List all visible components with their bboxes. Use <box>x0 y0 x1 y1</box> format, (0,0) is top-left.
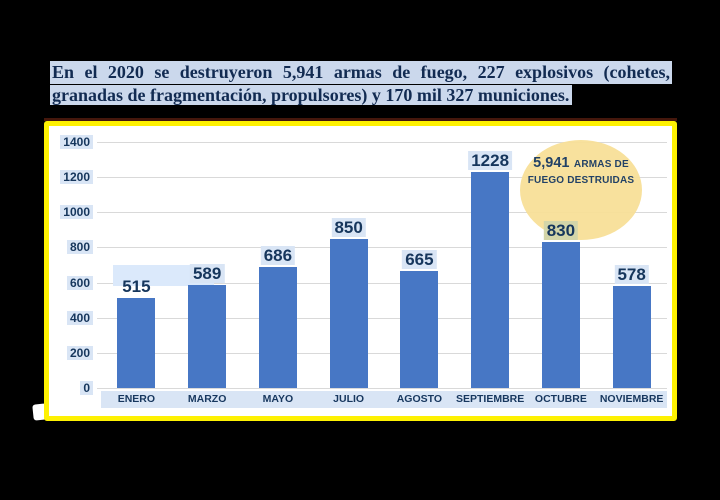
bar-value-label: 850 <box>331 217 366 237</box>
category-label-mayo: MAYO <box>262 393 294 405</box>
bar-chart-plot-area: 5,941 ARMAS DE FUEGO DESTRUIDAS 0 200 400 6… <box>49 126 672 416</box>
bar-value-label: 686 <box>260 246 296 266</box>
headline: En el 2020 se destruyeron 5,941 armas de… <box>50 61 672 107</box>
category-label-agosto: AGOSTO <box>396 393 443 405</box>
y-axis-tick-label: 1200 <box>49 169 93 185</box>
selection-highlight-band <box>113 265 214 286</box>
category-label-enero: ENERO <box>117 393 156 405</box>
annotation-callout: 5,941 ARMAS DE FUEGO DESTRUIDAS <box>520 140 642 240</box>
gridline <box>97 282 667 284</box>
headline-line-1: En el 2020 se destruyeron 5,941 armas de… <box>50 61 672 84</box>
gridline <box>97 352 667 354</box>
bar-julio <box>329 238 368 388</box>
y-axis-tick-label: 600 <box>49 275 93 291</box>
headline-line-2: granadas de fragmentación, propulsores) … <box>50 84 672 107</box>
y-axis-tick-label: 0 <box>49 380 93 396</box>
category-axis-strip <box>101 391 667 408</box>
bar-value-label: 515 <box>122 276 151 296</box>
bar-marzo <box>188 284 227 388</box>
bar-septiembre <box>471 172 510 388</box>
bar-value-label: 830 <box>543 221 579 241</box>
category-label-noviembre: NOVIEMBRE <box>599 393 664 405</box>
category-label-julio: JULIO <box>333 393 365 405</box>
y-axis-tick-label: 1400 <box>49 134 93 150</box>
bar-value-label: 589 <box>189 263 225 283</box>
y-axis-tick-label: 800 <box>49 239 93 255</box>
frame-top-rule <box>44 118 677 121</box>
y-axis-tick-label: 200 <box>49 345 93 361</box>
gridline <box>97 247 667 249</box>
bar-agosto <box>400 271 439 388</box>
annotation-line-2: FUEGO DESTRUIDAS <box>527 175 635 186</box>
y-axis-tick-label: 1000 <box>49 204 93 220</box>
bar-mayo <box>258 267 297 388</box>
annotation-line-1: 5,941 ARMAS DE <box>533 155 629 171</box>
gridline <box>97 212 667 214</box>
bar-value-label: 665 <box>402 250 437 270</box>
gridline <box>97 388 667 389</box>
bar-octubre <box>541 242 580 388</box>
gridline <box>97 317 667 319</box>
gridline <box>97 177 667 179</box>
bar-value-label: 578 <box>614 265 649 285</box>
category-label-septiembre: SEPTIEMBRE <box>455 393 525 405</box>
bar-noviembre <box>612 286 651 388</box>
bar-value-label: 1228 <box>468 151 513 171</box>
chart-frame: 5,941 ARMAS DE FUEGO DESTRUIDAS 0 200 400 6… <box>44 121 677 421</box>
category-label-marzo: MARZO <box>187 393 227 405</box>
y-axis-tick-label: 400 <box>49 310 93 326</box>
bar-enero <box>117 297 156 388</box>
gridline <box>97 142 667 143</box>
category-label-octubre: OCTUBRE <box>534 393 587 405</box>
